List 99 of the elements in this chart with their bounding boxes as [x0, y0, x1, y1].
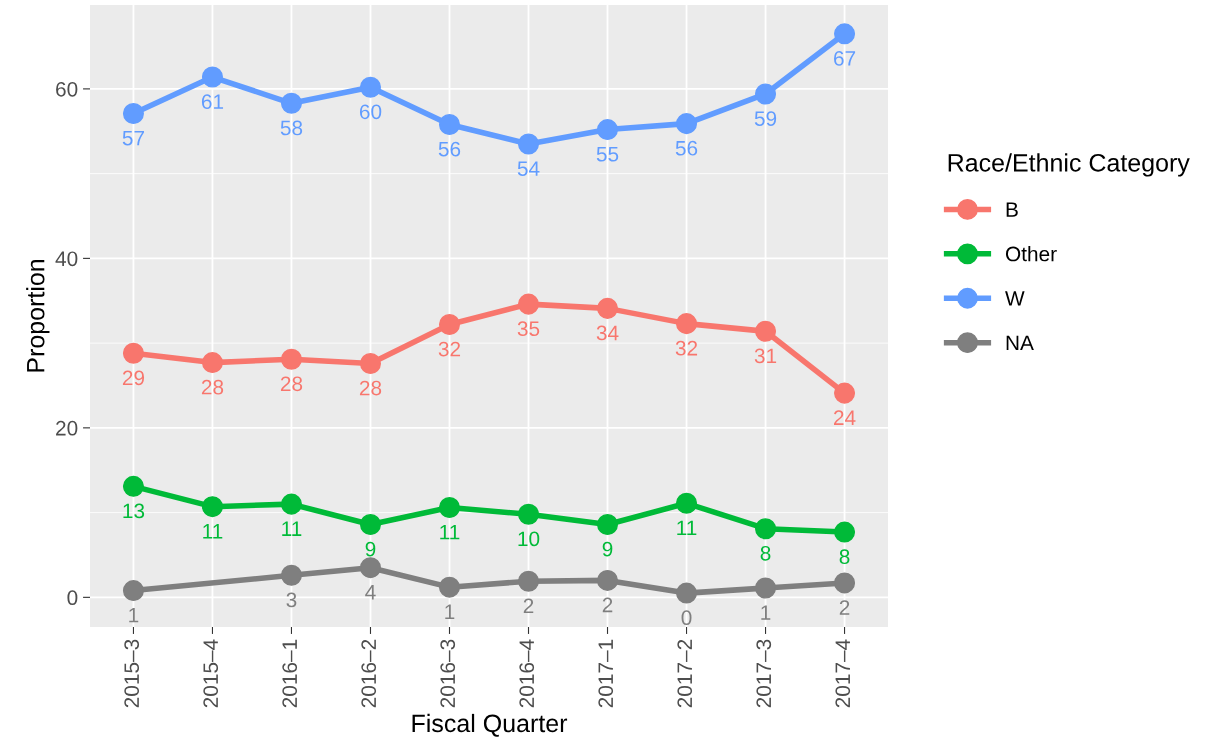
x-tick-label: 2016–3 — [440, 639, 456, 708]
point — [517, 293, 540, 315]
point — [280, 493, 302, 515]
y-tick-label: 20 — [56, 420, 78, 436]
y-axis-title: Proportion — [26, 259, 50, 372]
point — [596, 513, 619, 535]
data-label: 31 — [754, 348, 777, 364]
point — [438, 496, 461, 519]
x-tick-label: 2017–4 — [835, 639, 851, 708]
data-label: 32 — [675, 340, 698, 356]
data-label: 29 — [122, 370, 145, 386]
point — [359, 557, 382, 579]
data-label: 1 — [129, 607, 139, 623]
data-label: 55 — [596, 147, 619, 162]
point — [755, 577, 777, 599]
point — [596, 297, 619, 319]
legend-label: B — [1006, 202, 1018, 217]
data-label: 28 — [359, 380, 382, 396]
data-label: 1 — [761, 605, 771, 620]
data-label: 24 — [834, 410, 856, 425]
point — [122, 342, 144, 364]
x-tick-label: 2016–1 — [282, 639, 298, 708]
x-tick-label: 2016–4 — [519, 639, 535, 708]
point — [201, 352, 223, 374]
data-label: 58 — [280, 120, 303, 136]
point — [201, 496, 223, 518]
point — [359, 352, 382, 374]
point — [676, 313, 698, 335]
point — [438, 113, 461, 136]
data-label: 9 — [365, 541, 376, 557]
data-label: 11 — [282, 521, 302, 536]
point — [755, 320, 777, 342]
data-label: 8 — [760, 545, 771, 561]
data-label: 32 — [438, 341, 461, 357]
data-label: 3 — [286, 592, 297, 608]
y-tick-label: 0 — [67, 590, 78, 606]
point — [438, 313, 461, 335]
data-label: 2 — [839, 600, 850, 615]
data-label: 2 — [602, 597, 613, 613]
x-tick-label: 2015–3 — [124, 639, 140, 708]
point — [676, 492, 698, 514]
data-label: 4 — [365, 585, 376, 600]
point — [834, 23, 856, 45]
point — [517, 503, 540, 525]
x-tick-label: 2017–1 — [598, 639, 614, 708]
data-label: 11 — [203, 524, 223, 539]
data-label: 34 — [596, 325, 619, 341]
point — [359, 76, 382, 98]
data-label: 35 — [517, 321, 540, 337]
legend-label: NA — [1006, 335, 1034, 350]
data-label: 10 — [518, 531, 540, 547]
data-label: 67 — [834, 51, 856, 66]
data-label: 59 — [754, 111, 777, 126]
data-label: 61 — [201, 94, 224, 109]
point — [834, 382, 856, 404]
data-label: 56 — [438, 141, 461, 157]
point — [676, 113, 698, 135]
point — [517, 133, 540, 155]
point — [438, 576, 461, 598]
point — [122, 475, 144, 497]
y-tick-label: 40 — [55, 251, 78, 267]
legend-title: Race/Ethnic Category — [948, 153, 1190, 177]
point — [676, 582, 698, 604]
data-label: 54 — [517, 161, 540, 176]
point — [834, 572, 856, 594]
x-tick-label: 2015–4 — [203, 639, 219, 708]
data-label: 56 — [675, 140, 698, 156]
data-label: 8 — [839, 549, 850, 565]
x-axis-title: Fiscal Quarter — [412, 713, 568, 737]
point — [755, 518, 777, 540]
point — [755, 83, 777, 105]
data-label: 13 — [123, 503, 145, 519]
point — [359, 513, 382, 535]
data-label: 2 — [523, 598, 534, 613]
point — [280, 348, 302, 370]
point — [122, 580, 144, 602]
x-tick-label: 2017–3 — [756, 639, 772, 708]
data-label: 11 — [677, 520, 697, 536]
data-label: 0 — [681, 610, 692, 626]
data-label: 57 — [122, 130, 144, 146]
point — [517, 570, 540, 592]
legend-label: Other — [1005, 246, 1057, 262]
point — [201, 66, 223, 88]
point — [834, 521, 856, 543]
data-label: 9 — [602, 541, 613, 557]
data-label: 28 — [280, 376, 303, 392]
point — [280, 564, 302, 586]
point — [280, 92, 302, 114]
data-label: 28 — [201, 379, 224, 395]
point — [122, 102, 144, 124]
legend-label: W — [1005, 291, 1025, 306]
data-label: 11 — [440, 524, 460, 540]
x-tick-label: 2017–2 — [677, 639, 693, 708]
y-tick-label: 60 — [56, 81, 78, 97]
data-label: 60 — [359, 104, 382, 120]
point — [596, 569, 619, 591]
data-label: 1 — [445, 604, 455, 619]
point — [596, 119, 619, 141]
x-tick-label: 2016–2 — [361, 639, 377, 708]
